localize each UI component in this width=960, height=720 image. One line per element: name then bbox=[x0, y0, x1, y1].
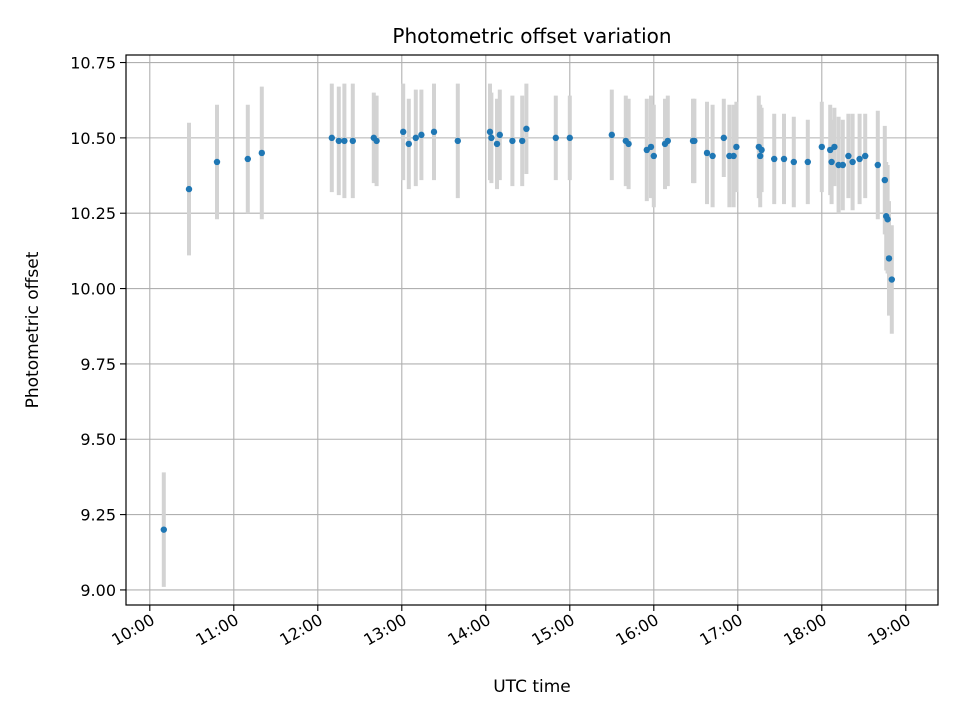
data-point bbox=[523, 125, 530, 133]
data-point bbox=[703, 149, 711, 157]
y-tick-label: 10.75 bbox=[70, 54, 116, 73]
data-point bbox=[828, 158, 835, 166]
data-point bbox=[884, 216, 891, 223]
data-point bbox=[160, 526, 167, 533]
x-axis-title: UTC time bbox=[493, 677, 571, 697]
data-point bbox=[818, 143, 825, 151]
chart-title: Photometric offset variation bbox=[392, 24, 671, 48]
data-point bbox=[849, 158, 856, 166]
data-point bbox=[780, 155, 788, 163]
data-point bbox=[885, 255, 893, 262]
data-point bbox=[509, 137, 516, 145]
data-point bbox=[430, 128, 438, 136]
data-point bbox=[373, 137, 380, 145]
data-point bbox=[496, 131, 503, 139]
data-point bbox=[845, 152, 852, 160]
data-point bbox=[213, 158, 221, 166]
data-point bbox=[804, 158, 811, 166]
data-point bbox=[831, 143, 838, 151]
y-tick-label: 9.25 bbox=[80, 506, 116, 525]
data-point bbox=[400, 128, 407, 136]
data-point bbox=[552, 134, 559, 142]
data-points bbox=[160, 125, 895, 533]
y-axis-title: Photometric offset bbox=[23, 251, 43, 408]
data-point bbox=[730, 152, 737, 160]
data-point bbox=[839, 161, 846, 169]
data-point bbox=[733, 143, 740, 151]
data-point bbox=[691, 137, 698, 145]
data-point bbox=[709, 152, 716, 160]
y-tick-label: 10.00 bbox=[70, 280, 116, 299]
data-point bbox=[328, 134, 335, 142]
data-point bbox=[608, 131, 615, 139]
data-point bbox=[418, 131, 425, 139]
data-point bbox=[335, 137, 342, 145]
y-tick-label: 10.50 bbox=[70, 129, 116, 148]
data-point bbox=[862, 152, 869, 160]
plot-area-frame bbox=[125, 54, 939, 606]
data-point bbox=[519, 137, 526, 145]
data-point bbox=[650, 152, 657, 160]
data-point bbox=[244, 155, 251, 163]
data-point bbox=[757, 152, 764, 160]
data-point bbox=[888, 276, 895, 283]
data-point bbox=[185, 185, 193, 193]
data-point bbox=[720, 134, 727, 142]
data-point bbox=[771, 155, 778, 163]
data-point bbox=[856, 155, 863, 163]
data-point bbox=[341, 137, 348, 145]
y-tick-label: 9.75 bbox=[80, 355, 116, 374]
data-point bbox=[488, 134, 495, 142]
data-point bbox=[405, 140, 412, 148]
y-tick-label: 9.50 bbox=[80, 430, 116, 449]
data-point bbox=[412, 134, 419, 142]
data-point bbox=[454, 137, 461, 145]
y-tick-label: 9.00 bbox=[80, 581, 116, 600]
data-point bbox=[566, 134, 573, 142]
data-point bbox=[758, 146, 765, 154]
data-point bbox=[486, 128, 494, 136]
data-point bbox=[258, 149, 265, 157]
y-tick-label: 10.25 bbox=[70, 204, 116, 223]
data-point bbox=[664, 137, 671, 145]
data-point bbox=[647, 143, 655, 151]
data-point bbox=[493, 140, 501, 148]
data-point bbox=[790, 158, 797, 166]
data-point bbox=[874, 161, 881, 169]
data-point bbox=[349, 137, 356, 145]
data-point bbox=[881, 176, 888, 184]
data-point bbox=[625, 140, 632, 148]
